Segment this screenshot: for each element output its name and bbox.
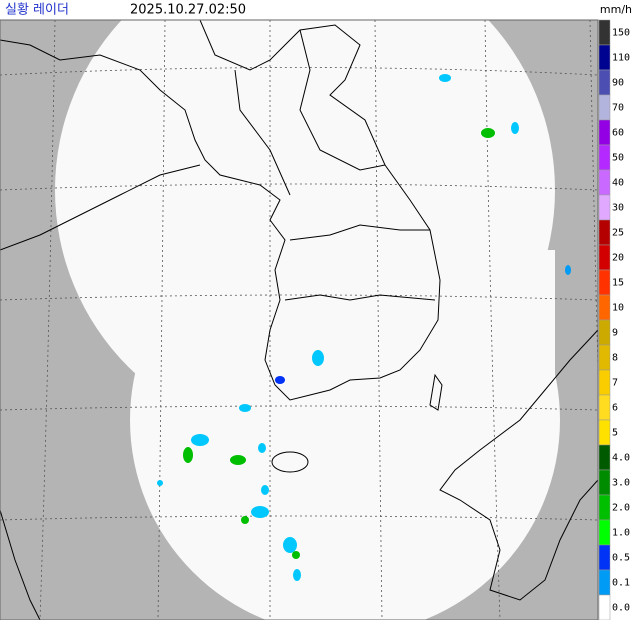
- legend-label: 15: [612, 278, 624, 289]
- header-bar: [0, 0, 635, 20]
- legend-label: 2.0: [612, 503, 630, 514]
- legend-label: 0.1: [612, 578, 630, 589]
- legend-label: 40: [612, 178, 624, 189]
- grid: [0, 20, 598, 620]
- legend-label: 60: [612, 128, 624, 139]
- legend-swatch: [598, 369, 611, 396]
- unit: mm/h: [600, 3, 632, 16]
- legend-label: 4.0: [612, 453, 630, 464]
- legend-swatch: [598, 169, 611, 196]
- legend-label: 0.5: [612, 553, 630, 564]
- legend-label: 10: [612, 303, 624, 314]
- legend-label: 8: [612, 353, 618, 364]
- map-frame: [0, 19, 599, 620]
- legend: 150 110 90 70 60 50 40 30 25 20 15 10 9 8 7 6 5 4.0 3.0 2.0…: [598, 19, 630, 620]
- legend-label: 30: [612, 203, 624, 214]
- legend-swatch: [598, 44, 611, 71]
- legend-swatch: [598, 119, 611, 146]
- legend-swatch: [598, 344, 611, 371]
- legend-swatch: [598, 269, 611, 296]
- legend-swatch: [598, 469, 611, 496]
- legend-swatch: [598, 544, 611, 571]
- legend-swatch: [598, 94, 611, 121]
- legend-label: 110: [612, 53, 630, 64]
- legend-swatch: [598, 444, 611, 471]
- legend-label: 20: [612, 253, 624, 264]
- title: 실황 레이더: [5, 3, 69, 18]
- legend-swatch: [598, 519, 611, 546]
- legend-swatch: [598, 294, 611, 321]
- coastline: [0, 20, 598, 620]
- legend-swatch: [598, 419, 611, 446]
- legend-swatch: [598, 244, 611, 271]
- legend-label: 0.0: [612, 603, 630, 614]
- legend-label: 150: [612, 28, 630, 39]
- radar-coverage: [55, 20, 560, 620]
- legend-swatch: [598, 394, 611, 421]
- legend-label: 1.0: [612, 528, 630, 539]
- legend-label: 3.0: [612, 478, 630, 489]
- legend-label: 6: [612, 403, 618, 414]
- legend-swatch: [598, 494, 611, 521]
- legend-swatch: [598, 319, 611, 346]
- legend-swatch: [598, 569, 611, 596]
- precipitation: [157, 74, 571, 581]
- legend-swatch: [598, 144, 611, 171]
- legend-label: 5: [612, 428, 618, 439]
- legend-swatch: [598, 594, 611, 620]
- legend-swatch: [598, 194, 611, 221]
- timestamp: 2025.10.27.02:50: [130, 3, 246, 18]
- legend-swatch: [598, 19, 611, 46]
- legend-swatch: [598, 219, 611, 246]
- legend-label: 50: [612, 153, 624, 164]
- legend-label: 70: [612, 103, 624, 114]
- legend-label: 90: [612, 78, 624, 89]
- legend-label: 7: [612, 378, 618, 389]
- legend-swatch: [598, 69, 611, 96]
- legend-label: 9: [612, 328, 618, 339]
- legend-label: 25: [612, 228, 624, 239]
- map: [0, 20, 598, 620]
